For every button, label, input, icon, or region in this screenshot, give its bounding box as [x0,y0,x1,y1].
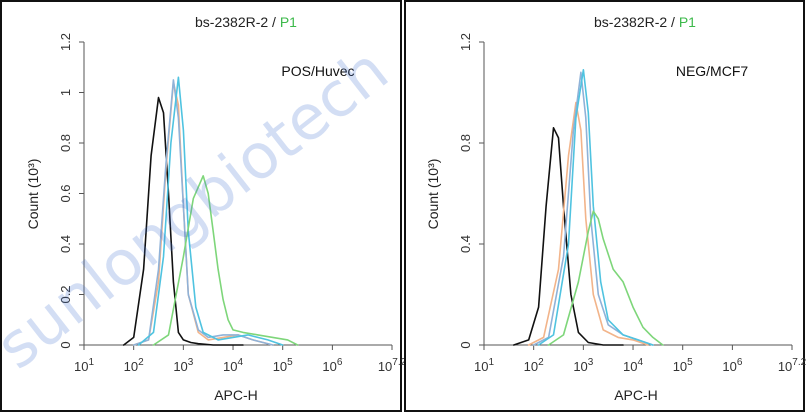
x-tick-base: 10 [722,359,736,374]
x-tick-exponent: 6 [337,357,343,368]
x-tick-base: 10 [524,359,538,374]
x-tick-exponent: 4 [637,357,643,368]
x-tick-label: 102 [524,357,544,374]
y-axis-title: Count (10³) [425,159,441,230]
x-tick-label: 103 [573,357,593,374]
x-tick-exponent: 6 [737,357,743,368]
y-tick-label: 0.8 [458,134,473,152]
axis-ticks: 101 102 103 104 105 106 107.200.40.81.2 [458,33,806,374]
x-tick-label: 105 [673,357,693,374]
x-tick-label: 106 [722,357,742,374]
y-tick-label: 1 [58,89,73,96]
y-axis-title: Count (10³) [25,159,41,230]
x-tick-base: 10 [673,359,687,374]
x-tick-label: 102 [124,357,144,374]
x-axis-title: APC-H [614,387,658,403]
panel-title-main: bs-2382R-2 [195,14,268,30]
x-tick-base: 10 [124,359,138,374]
y-tick-label: 0.6 [58,184,73,202]
x-tick-base: 10 [778,359,792,374]
x-tick-label: 103 [173,357,193,374]
x-tick-base: 10 [273,359,287,374]
x-tick-label: 104 [223,357,243,374]
sample-annotation: NEG/MCF7 [676,63,749,79]
x-tick-exponent: 5 [687,357,693,368]
x-tick-label: 107.2 [378,357,407,374]
x-tick-exponent: 2 [538,357,544,368]
x-tick-label: 101 [74,357,94,374]
y-tick-label: 1.2 [58,33,73,51]
x-tick-label: 101 [474,357,494,374]
histogram-curve [529,103,648,345]
x-tick-base: 10 [573,359,587,374]
y-tick-label: 1.2 [458,33,473,51]
x-tick-label: 105 [273,357,293,374]
panel-neg-mcf7: bs-2382R-2 / P1 101 102 103 104 105 106 107.20… [405,1,806,411]
x-tick-exponent: 1 [88,357,94,368]
x-tick-exponent: 2 [138,357,144,368]
x-tick-base: 10 [623,359,637,374]
x-tick-base: 10 [474,359,488,374]
x-tick-label: 106 [322,357,342,374]
panel-title: bs-2382R-2 / P1 [195,14,297,30]
x-tick-exponent: 3 [188,357,194,368]
y-tick-label: 0.4 [458,235,473,253]
panel-title-main: bs-2382R-2 [594,14,667,30]
x-tick-base: 10 [74,359,88,374]
y-tick-label: 0.8 [58,134,73,152]
watermark-text: sunlongbiotech [0,33,401,383]
x-axis-title: APC-H [214,387,258,403]
x-tick-base: 10 [173,359,187,374]
x-tick-label: 107.2 [778,357,806,374]
x-tick-base: 10 [378,359,392,374]
panel-title-separator: / [667,14,679,30]
x-tick-exponent: 1 [488,357,494,368]
x-tick-base: 10 [322,359,336,374]
panel-title-gate: P1 [280,14,297,30]
histogram-series [514,70,663,345]
x-tick-exponent: 4 [237,357,243,368]
x-tick-exponent: 3 [588,357,594,368]
panel-title-separator: / [268,14,280,30]
x-tick-exponent: 5 [287,357,293,368]
y-tick-label: 0 [458,341,473,348]
panel-title-gate: P1 [679,14,696,30]
x-tick-base: 10 [223,359,237,374]
panel-title: bs-2382R-2 / P1 [594,14,696,30]
y-tick-label: 0.4 [58,235,73,253]
x-tick-exponent: 7.2 [792,357,806,368]
x-tick-label: 104 [623,357,643,374]
